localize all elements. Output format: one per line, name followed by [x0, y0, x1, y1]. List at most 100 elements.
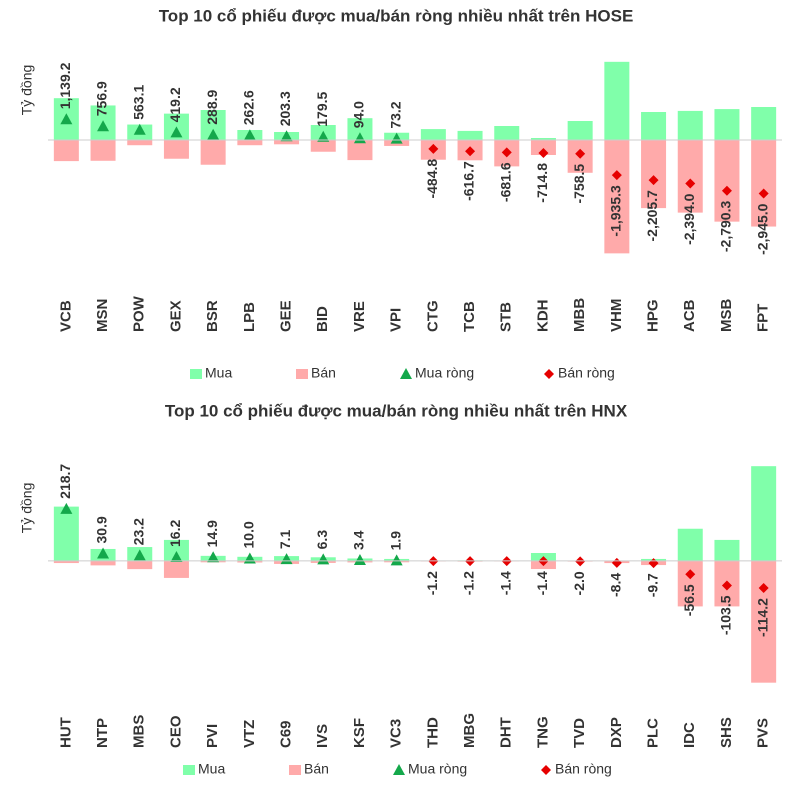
value-label: 288.9 — [204, 89, 220, 124]
x-tick-label: PVI — [204, 724, 221, 748]
value-label: -1.4 — [534, 571, 550, 595]
bar — [237, 140, 262, 145]
bar — [751, 107, 776, 140]
x-tick-label: VTZ — [241, 720, 258, 748]
bar — [164, 561, 189, 578]
value-label: -9.7 — [644, 573, 660, 597]
x-tick-label: BSR — [204, 300, 221, 332]
bar — [54, 507, 79, 561]
bar — [54, 140, 79, 161]
x-tick-label: VPI — [388, 308, 405, 332]
legend-swatch — [393, 764, 405, 775]
value-label: 179.5 — [314, 91, 330, 126]
x-tick-label: TNG — [534, 716, 551, 748]
bar — [127, 561, 152, 569]
bar — [568, 121, 593, 140]
value-label: 16.2 — [167, 520, 183, 547]
x-tick-label: MSN — [94, 299, 111, 332]
value-label: -681.6 — [497, 162, 513, 202]
bar — [678, 529, 703, 561]
x-tick-label: CEO — [167, 715, 184, 748]
value-label: -714.8 — [534, 163, 550, 203]
value-label: -1.2 — [424, 571, 440, 595]
x-tick-label: DHT — [498, 717, 515, 748]
y-axis-label: Tỷ đồng — [19, 483, 35, 534]
net-marker — [612, 558, 622, 568]
value-label: -758.5 — [571, 164, 587, 204]
legend-label: Mua — [198, 761, 225, 777]
bar — [494, 126, 519, 140]
bar — [714, 540, 739, 561]
x-tick-label: HUT — [57, 717, 74, 748]
bar — [421, 129, 446, 140]
value-label: 6.3 — [314, 530, 330, 550]
bar — [678, 111, 703, 140]
value-label: -616.7 — [461, 161, 477, 201]
chart-title: Top 10 cổ phiếu được mua/bán ròng nhiều … — [159, 6, 634, 25]
value-label: -2,205.7 — [644, 190, 660, 242]
legend-label: Bán ròng — [555, 761, 612, 777]
bar — [751, 466, 776, 561]
x-tick-label: IDC — [681, 722, 698, 748]
legend-swatch — [289, 765, 301, 775]
legend-swatch — [296, 369, 308, 379]
value-label: 30.9 — [94, 516, 110, 543]
legend-label: Bán — [304, 761, 329, 777]
x-tick-label: TVD — [571, 718, 588, 748]
bar — [604, 62, 629, 140]
value-label: 14.9 — [204, 520, 220, 547]
bar — [641, 112, 666, 140]
x-tick-label: CTG — [424, 300, 441, 332]
x-tick-label: SHS — [718, 717, 735, 748]
value-label: 1.9 — [387, 531, 403, 551]
legend-label: Bán ròng — [558, 365, 615, 381]
value-label: 94.0 — [351, 101, 367, 128]
value-label: 10.0 — [241, 521, 257, 548]
value-label: 73.2 — [387, 101, 403, 128]
value-label: 3.4 — [351, 530, 367, 550]
x-tick-label: MSB — [718, 299, 735, 333]
x-tick-label: IVS — [314, 724, 331, 748]
x-tick-label: VHM — [608, 299, 625, 332]
bar — [91, 140, 116, 161]
x-tick-label: BID — [314, 306, 331, 332]
legend-swatch — [541, 765, 551, 775]
x-tick-label: MBB — [571, 298, 588, 332]
x-tick-label: VRE — [351, 301, 368, 332]
bar — [714, 109, 739, 140]
value-label: 262.6 — [241, 90, 257, 125]
value-label: 7.1 — [277, 529, 293, 549]
x-tick-label: GEE — [278, 300, 295, 332]
bar — [164, 140, 189, 159]
x-tick-label: KDH — [534, 300, 551, 333]
value-label: 756.9 — [94, 81, 110, 116]
legend-swatch — [544, 369, 554, 379]
value-label: -1,935.3 — [608, 185, 624, 237]
x-tick-label: VC3 — [388, 719, 405, 748]
value-label: 563.1 — [130, 85, 146, 120]
bar — [458, 131, 483, 140]
legend-swatch — [190, 369, 202, 379]
legend-swatch — [183, 765, 195, 775]
bar — [201, 140, 226, 165]
x-tick-label: NTP — [94, 718, 111, 748]
x-tick-label: PVS — [755, 718, 772, 748]
value-label: 23.2 — [130, 518, 146, 545]
value-label: -114.2 — [754, 598, 770, 637]
bar — [91, 561, 116, 566]
x-tick-label: MBS — [131, 715, 148, 748]
value-label: -56.5 — [681, 584, 697, 616]
value-label: -1.2 — [461, 571, 477, 595]
legend-label: Mua ròng — [408, 761, 467, 777]
x-tick-label: ACB — [681, 299, 698, 332]
value-label: 218.7 — [57, 464, 73, 499]
bar — [127, 140, 152, 145]
value-label: -2.0 — [571, 571, 587, 595]
x-tick-label: GEX — [167, 300, 184, 332]
value-label: -1.4 — [497, 571, 513, 595]
x-tick-label: C69 — [278, 720, 295, 748]
x-tick-label: TCB — [461, 301, 478, 332]
x-tick-label: DXP — [608, 717, 625, 748]
value-label: -2,945.0 — [754, 203, 770, 255]
value-label: 1,139.2 — [57, 62, 73, 109]
